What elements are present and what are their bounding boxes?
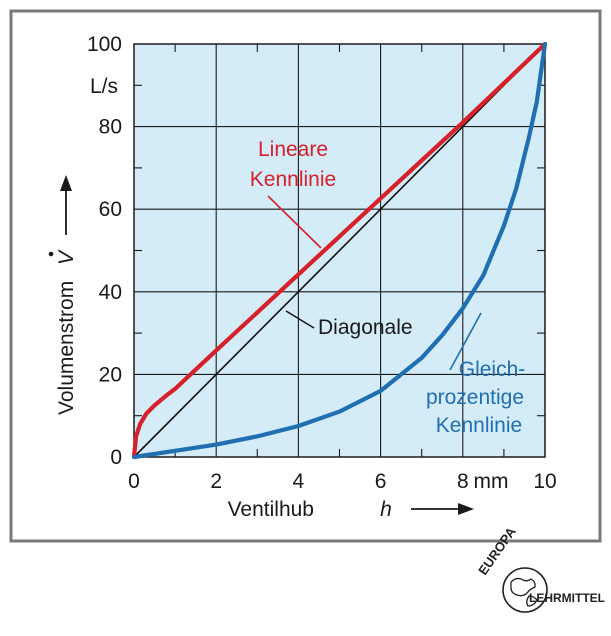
y-unit-label: L/s bbox=[90, 75, 118, 98]
leader-equal-percentage bbox=[449, 312, 482, 371]
x-tick-label: 4 bbox=[293, 470, 305, 493]
y-tick-label: 20 bbox=[99, 363, 122, 386]
y-axis-symbol: V bbox=[55, 249, 78, 265]
globe-icon bbox=[502, 567, 548, 613]
y-tick-label: 80 bbox=[99, 116, 122, 139]
x-tick-label: 0 bbox=[128, 470, 140, 493]
x-tick-label: 8 bbox=[457, 470, 469, 493]
logo-bottom-text: LEHRMITTEL bbox=[529, 591, 605, 605]
label-equal-percentage-line3: Kennlinie bbox=[436, 414, 522, 437]
leader-diagonal bbox=[285, 310, 315, 329]
series-line-linear bbox=[131, 41, 548, 460]
label-linear-line1: Lineare bbox=[258, 138, 328, 161]
label-linear-line2: Kennlinie bbox=[250, 168, 336, 191]
x-axis-arrow bbox=[411, 503, 474, 515]
x-axis-label: Ventilhub bbox=[228, 498, 314, 521]
y-axis-symbol-dot bbox=[48, 251, 54, 257]
y-tick-label: 40 bbox=[99, 281, 122, 304]
y-tick-label: 60 bbox=[99, 198, 122, 221]
series-line-diagonal bbox=[133, 43, 546, 458]
series-lines bbox=[131, 41, 548, 460]
x-tick-label: 10 bbox=[533, 470, 556, 493]
y-axis-arrow bbox=[60, 175, 72, 235]
label-equal-percentage-line2: prozentige bbox=[426, 386, 524, 409]
grid-lines bbox=[134, 44, 545, 457]
x-tick-label: 6 bbox=[375, 470, 387, 493]
series-line-equal-percentage bbox=[131, 41, 548, 460]
label-diagonal: Diagonale bbox=[318, 316, 413, 339]
globe-continents bbox=[510, 577, 538, 607]
x-axis-symbol: h bbox=[380, 498, 392, 521]
y-tick-label: 100 bbox=[87, 33, 122, 56]
y-axis-label: Volumenstrom bbox=[55, 281, 78, 415]
x-unit-label: mm bbox=[474, 470, 509, 493]
label-equal-percentage-line1: Gleich- bbox=[459, 358, 526, 381]
leader-linear bbox=[267, 195, 322, 249]
x-tick-label: 2 bbox=[210, 470, 222, 493]
y-tick-label: 0 bbox=[110, 446, 122, 469]
